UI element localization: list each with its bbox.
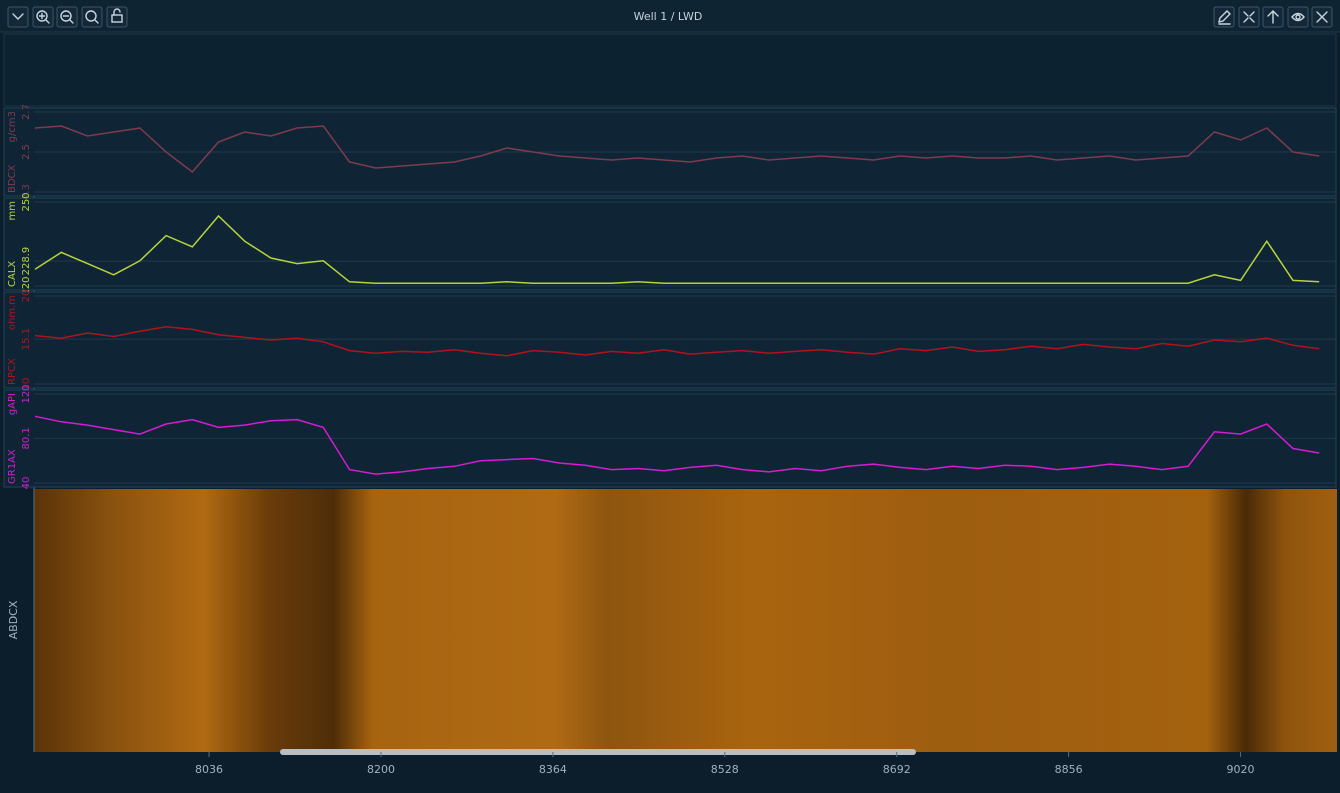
x-tick-label: 8856 — [1055, 763, 1083, 776]
y-tick-label: 20 — [21, 290, 32, 303]
x-tick-label: 8036 — [195, 763, 223, 776]
track — [3, 197, 1337, 291]
toolbar — [0, 0, 1340, 32]
scrollbar[interactable] — [280, 749, 916, 755]
x-tick-label: 8528 — [711, 763, 739, 776]
curve — [34, 125, 1320, 174]
curve — [34, 326, 1320, 357]
track-unit: mm — [7, 201, 18, 220]
y-tick-label: 220 — [21, 276, 32, 295]
y-tick-label: 250 — [21, 192, 32, 211]
y-tick-label: 228.9 — [21, 247, 32, 276]
close-button[interactable] — [1311, 6, 1333, 28]
track-name: RPCX — [7, 358, 18, 385]
y-tick-label: 15.1 — [21, 328, 32, 350]
visibility-button[interactable] — [1287, 6, 1309, 28]
y-tick-label: 10 — [21, 378, 32, 391]
y-tick-label: 80.1 — [21, 427, 32, 449]
up-button[interactable] — [1262, 6, 1284, 28]
image-track — [34, 489, 1337, 752]
curve — [34, 214, 1320, 284]
track-name: GR1AX — [7, 449, 18, 484]
track-unit: ohm.m — [7, 295, 18, 330]
x-tick-label: 8200 — [367, 763, 395, 776]
fullscreen-button[interactable] — [1238, 6, 1260, 28]
y-tick-label: 40 — [21, 477, 32, 490]
window-title: Well 1 / LWD — [634, 10, 703, 23]
edit-button[interactable] — [1213, 6, 1235, 28]
toolbar-right — [1213, 6, 1333, 28]
toolbar-left — [7, 6, 128, 28]
y-tick-label: 2.7 — [21, 104, 32, 120]
search-button[interactable] — [81, 6, 103, 28]
unlock-button[interactable] — [106, 6, 128, 28]
curve — [34, 415, 1320, 475]
collapse-button[interactable] — [7, 6, 29, 28]
x-tick-label: 9020 — [1227, 763, 1255, 776]
zoom-in-button[interactable] — [32, 6, 54, 28]
y-tick-label: 2.5 — [21, 144, 32, 160]
y-tick-label: 120 — [21, 384, 32, 403]
image-track-label: ABDCX — [7, 600, 20, 639]
y-tick-label: 2.3 — [21, 184, 32, 200]
track-unit: g/cm3 — [7, 111, 18, 142]
track — [3, 291, 1337, 389]
x-tick-label: 8692 — [883, 763, 911, 776]
x-tick-label: 8364 — [539, 763, 567, 776]
zoom-out-button[interactable] — [56, 6, 78, 28]
header-area — [3, 33, 1337, 107]
track-unit: gAPI — [7, 393, 18, 415]
track-name: BDCX — [7, 164, 18, 193]
track-name: CALX — [7, 261, 18, 287]
